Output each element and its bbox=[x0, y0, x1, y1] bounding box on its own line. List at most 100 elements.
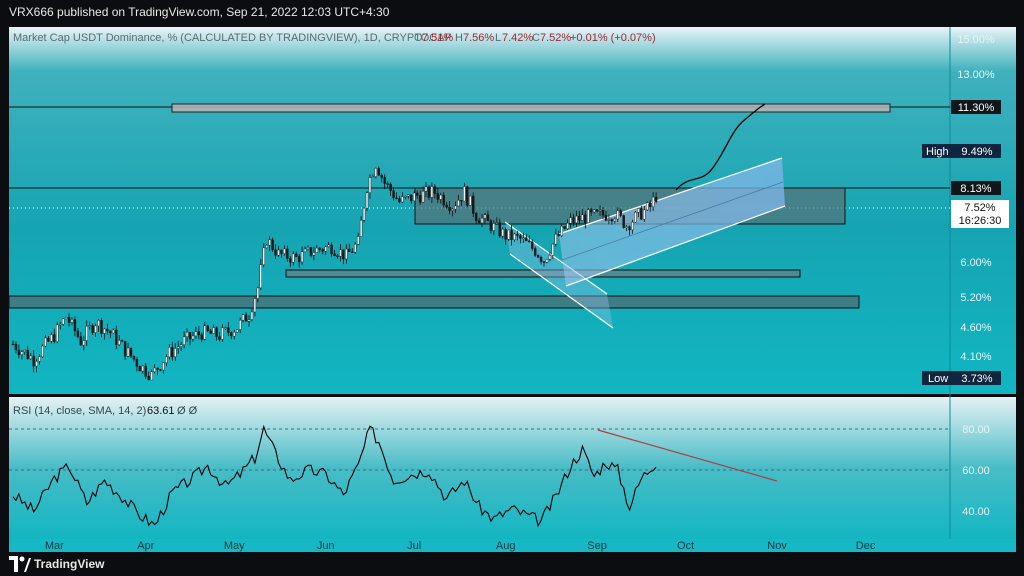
candle bbox=[144, 362, 147, 379]
candle bbox=[20, 349, 24, 360]
candle bbox=[474, 211, 478, 224]
candle bbox=[424, 181, 428, 198]
legend-h-label: H bbox=[455, 32, 463, 44]
candle bbox=[528, 235, 531, 243]
candle bbox=[533, 246, 537, 257]
candle bbox=[351, 248, 354, 253]
candle bbox=[44, 335, 47, 348]
rsi-trendline[interactable] bbox=[597, 429, 778, 482]
candle bbox=[495, 217, 498, 225]
candle bbox=[345, 244, 348, 264]
candle bbox=[247, 315, 251, 327]
chart-svg[interactable]: Market Cap USDT Dominance, % (CALCULATED… bbox=[0, 24, 1024, 552]
candle bbox=[389, 182, 392, 196]
price-tick-label: 15.00% bbox=[957, 34, 995, 46]
candle bbox=[634, 210, 637, 224]
candle bbox=[557, 230, 560, 237]
candle bbox=[23, 349, 26, 355]
candle bbox=[286, 245, 289, 262]
candle bbox=[584, 211, 587, 229]
candle bbox=[106, 323, 109, 335]
time-tick-label: Nov bbox=[767, 540, 787, 552]
candle bbox=[103, 328, 106, 340]
candle bbox=[268, 236, 271, 252]
candle bbox=[516, 230, 519, 241]
candle bbox=[41, 344, 44, 358]
zone-upper-target[interactable] bbox=[171, 103, 891, 113]
tag-8-13-bg bbox=[951, 181, 1001, 195]
candle bbox=[554, 228, 557, 247]
tag-8-13: 8.13% bbox=[960, 183, 991, 195]
candle bbox=[321, 248, 324, 255]
candle bbox=[120, 339, 124, 342]
candle bbox=[206, 324, 209, 333]
candle bbox=[421, 186, 425, 203]
publish-text: VRX666 published on TradingView.com, Sep… bbox=[9, 5, 390, 19]
candle bbox=[510, 225, 513, 246]
candle bbox=[362, 207, 366, 223]
time-tick-label: Dec bbox=[856, 540, 876, 552]
zone-support-lower[interactable] bbox=[8, 295, 860, 309]
ascending-channel[interactable] bbox=[559, 158, 785, 286]
candle bbox=[401, 192, 404, 204]
candle bbox=[274, 244, 277, 260]
candle bbox=[592, 209, 596, 214]
candle bbox=[646, 201, 649, 212]
candle bbox=[56, 321, 59, 344]
candle bbox=[327, 241, 330, 248]
candle bbox=[610, 218, 614, 225]
candle bbox=[619, 208, 622, 218]
candle bbox=[418, 190, 422, 206]
candle bbox=[138, 365, 142, 372]
candle bbox=[489, 218, 493, 234]
candle bbox=[303, 246, 307, 253]
price-tick-label: 5.20% bbox=[960, 292, 991, 304]
candle bbox=[348, 243, 351, 252]
candle bbox=[253, 297, 257, 317]
rsi-pane[interactable] bbox=[9, 397, 1016, 539]
candle bbox=[572, 213, 575, 227]
candle bbox=[445, 201, 448, 209]
candle bbox=[70, 317, 74, 326]
candle bbox=[295, 251, 298, 257]
candle bbox=[300, 246, 304, 265]
candle bbox=[47, 335, 50, 343]
candle bbox=[159, 369, 162, 372]
descending-channel-top bbox=[504, 221, 608, 295]
time-axis[interactable] bbox=[9, 539, 1016, 552]
candle bbox=[542, 260, 546, 267]
candle bbox=[115, 325, 118, 350]
legend-c-label: C bbox=[532, 32, 540, 44]
candles[interactable] bbox=[11, 166, 658, 381]
legend-o-value: 7.51% bbox=[422, 32, 453, 44]
candle bbox=[191, 331, 195, 342]
candle bbox=[11, 340, 15, 346]
candle bbox=[215, 326, 218, 341]
candle bbox=[14, 341, 18, 354]
candle bbox=[203, 321, 206, 341]
candle bbox=[536, 254, 540, 259]
candle bbox=[625, 224, 628, 232]
candle bbox=[59, 321, 62, 330]
time-tick-label: Jul bbox=[407, 540, 421, 552]
price-legend: Market Cap USDT Dominance, % (CALCULATED… bbox=[13, 32, 656, 44]
candle bbox=[265, 243, 268, 249]
candle bbox=[150, 369, 153, 381]
candle bbox=[339, 244, 342, 262]
time-tick-label: Jun bbox=[317, 540, 335, 552]
rsi-tick-label: 40.00 bbox=[962, 506, 990, 518]
candle bbox=[162, 362, 165, 374]
candle bbox=[141, 365, 145, 374]
footer-bar bbox=[0, 552, 1024, 576]
tradingview-logo-icon[interactable] bbox=[9, 556, 31, 572]
candle bbox=[377, 166, 380, 176]
candle bbox=[174, 342, 177, 362]
candle bbox=[492, 220, 496, 236]
candle bbox=[575, 210, 578, 228]
candle bbox=[595, 209, 599, 212]
legend-c-value: 7.52% bbox=[540, 32, 571, 44]
candle bbox=[309, 247, 313, 258]
tradingview-brand[interactable]: TradingView bbox=[34, 557, 105, 571]
chart-frame[interactable]: Market Cap USDT Dominance, % (CALCULATED… bbox=[0, 24, 1024, 552]
candle bbox=[64, 316, 68, 320]
